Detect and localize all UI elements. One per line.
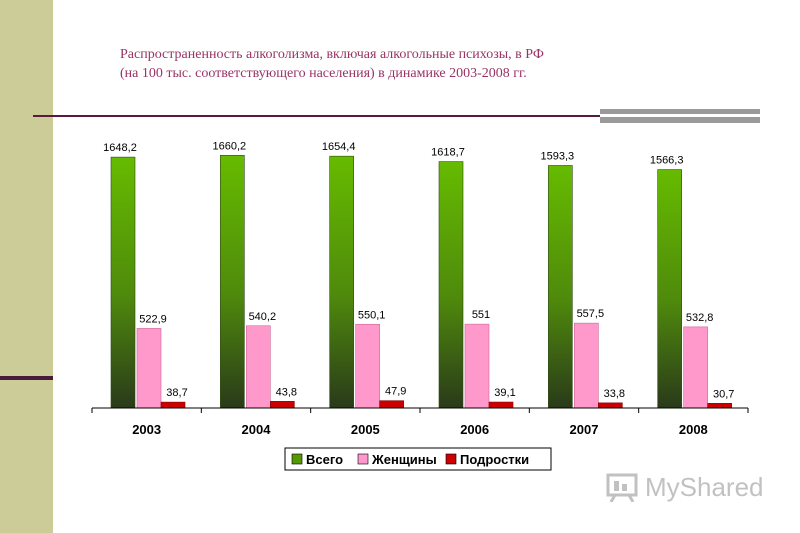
legend-swatch-Подростки xyxy=(445,453,457,465)
bar-Всего-2005 xyxy=(329,155,354,409)
data-label-Всего-2008: 1566,3 xyxy=(650,155,684,167)
x-tick-label-2008: 2008 xyxy=(679,422,708,437)
data-label-Подростки-2006: 39,1 xyxy=(494,387,515,399)
title-underline-block xyxy=(600,109,760,123)
bar-Женщины-2003 xyxy=(136,328,162,409)
data-label-Подростки-2005: 47,9 xyxy=(385,386,406,398)
data-label-Всего-2004: 1660,2 xyxy=(213,140,247,152)
bar-Всего-2008 xyxy=(657,169,682,409)
bar-Подростки-2008 xyxy=(707,403,732,409)
slide-title: Распространенность алкоголизма, включая … xyxy=(120,45,720,83)
bar-Подростки-2007 xyxy=(598,402,623,409)
bar-Подростки-2004 xyxy=(270,401,295,409)
legend-swatch-Женщины xyxy=(357,453,369,465)
bar-Всего-2006 xyxy=(438,161,464,409)
x-tick-label-2004: 2004 xyxy=(242,422,272,437)
legend-label-Женщины: Женщины xyxy=(371,452,437,467)
bar-Женщины-2007 xyxy=(574,322,599,409)
data-label-Женщины-2006: 551 xyxy=(472,309,490,321)
bar-Всего-2003 xyxy=(110,156,136,409)
data-label-Женщины-2005: 550,1 xyxy=(358,309,386,321)
data-label-Женщины-2008: 532,8 xyxy=(686,312,714,324)
left-decorative-band xyxy=(0,0,53,533)
title-underline xyxy=(33,115,760,117)
x-tick-label-2007: 2007 xyxy=(570,422,599,437)
bar-Женщины-2006 xyxy=(464,323,490,409)
bar-Всего-2007 xyxy=(548,165,573,409)
data-label-Подростки-2007: 33,8 xyxy=(604,388,625,400)
data-label-Всего-2007: 1593,3 xyxy=(541,150,575,162)
data-label-Подростки-2003: 38,7 xyxy=(166,387,187,399)
watermark-logo-text: MyShared xyxy=(645,471,764,502)
data-label-Всего-2006: 1618,7 xyxy=(431,147,465,159)
legend-box xyxy=(284,447,552,471)
bar-Всего-2004 xyxy=(220,154,245,409)
bar-Подростки-2005 xyxy=(379,400,404,409)
bar-Подростки-2006 xyxy=(488,401,514,409)
legend-swatch-Всего xyxy=(291,453,303,465)
x-tick-label-2005: 2005 xyxy=(351,422,380,437)
legend-label-Подростки: Подростки xyxy=(460,452,529,467)
presentation-board-icon xyxy=(606,473,638,502)
x-tick-label-2006: 2006 xyxy=(460,422,489,437)
data-label-Подростки-2004: 43,8 xyxy=(276,386,297,398)
data-label-Женщины-2003: 522,9 xyxy=(139,313,167,325)
watermark-logo: MyShared xyxy=(605,470,764,504)
bar-Женщины-2008 xyxy=(683,326,708,409)
x-tick-label-2003: 2003 xyxy=(132,422,161,437)
legend-label-Всего: Всего xyxy=(306,452,343,467)
bar-Женщины-2005 xyxy=(355,323,380,409)
data-label-Всего-2005: 1654,4 xyxy=(322,141,356,153)
data-label-Подростки-2008: 30,7 xyxy=(713,388,734,400)
data-label-Всего-2003: 1648,2 xyxy=(103,142,137,154)
bar-Женщины-2004 xyxy=(246,325,271,409)
data-label-Женщины-2004: 540,2 xyxy=(249,311,277,323)
title-line-1: Распространенность алкоголизма, включая … xyxy=(120,47,544,62)
left-accent-line xyxy=(0,376,53,380)
title-line-2: (на 100 тыс. соответствующего населения)… xyxy=(120,66,527,81)
bar-Подростки-2003 xyxy=(160,401,186,409)
data-label-Женщины-2007: 557,5 xyxy=(577,308,605,320)
